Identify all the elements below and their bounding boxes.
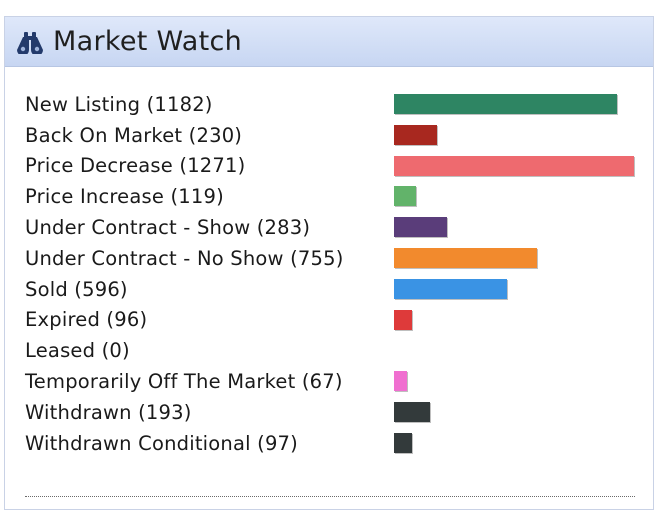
status-bar (394, 94, 617, 114)
status-bar (394, 186, 416, 207)
status-row[interactable]: Withdrawn Conditional (97) (5, 428, 653, 459)
widget-title: Market Watch (53, 26, 243, 57)
status-label[interactable]: Expired (96) (25, 308, 148, 332)
status-label[interactable]: Withdrawn Conditional (97) (25, 431, 298, 455)
status-row[interactable]: Withdrawn (193) (5, 397, 653, 428)
status-label[interactable]: Price Increase (119) (25, 185, 224, 209)
status-bar (394, 432, 412, 453)
status-row[interactable]: New Listing (1182) (5, 89, 653, 120)
status-bar (394, 124, 437, 145)
status-bar (394, 217, 447, 238)
status-bar (394, 247, 537, 268)
status-bar (394, 155, 634, 176)
status-list: New Listing (1182) Back On Market (230) Pr… (5, 89, 653, 459)
binoculars-icon (13, 29, 47, 55)
status-label[interactable]: Back On Market (230) (25, 123, 243, 147)
status-label[interactable]: Leased (0) (25, 339, 130, 363)
status-row[interactable]: Temporarily Off The Market (67) (5, 366, 653, 397)
status-row[interactable]: Leased (0) (5, 335, 653, 366)
status-bar (394, 278, 507, 299)
status-row[interactable]: Back On Market (230) (5, 120, 653, 151)
status-label[interactable]: Under Contract - No Show (755) (25, 246, 344, 270)
status-row[interactable]: Under Contract - No Show (755) (5, 243, 653, 274)
status-bar (394, 371, 407, 392)
status-label[interactable]: Price Decrease (1271) (25, 154, 246, 178)
status-bar (394, 401, 430, 422)
status-row[interactable]: Price Decrease (1271) (5, 151, 653, 182)
status-label[interactable]: New Listing (1182) (25, 92, 213, 116)
widget-header: Market Watch (5, 17, 653, 67)
status-row[interactable]: Expired (96) (5, 305, 653, 336)
status-row[interactable]: Under Contract - Show (283) (5, 212, 653, 243)
status-label[interactable]: Sold (596) (25, 277, 128, 301)
status-row[interactable]: Sold (596) (5, 274, 653, 305)
market-watch-widget: Market Watch New Listing (1182) Back On M… (4, 16, 654, 510)
status-label[interactable]: Temporarily Off The Market (67) (25, 370, 343, 394)
status-label[interactable]: Under Contract - Show (283) (25, 216, 311, 240)
status-row[interactable]: Price Increase (119) (5, 181, 653, 212)
divider (25, 496, 635, 497)
status-bar (394, 309, 412, 330)
status-label[interactable]: Withdrawn (193) (25, 400, 192, 424)
